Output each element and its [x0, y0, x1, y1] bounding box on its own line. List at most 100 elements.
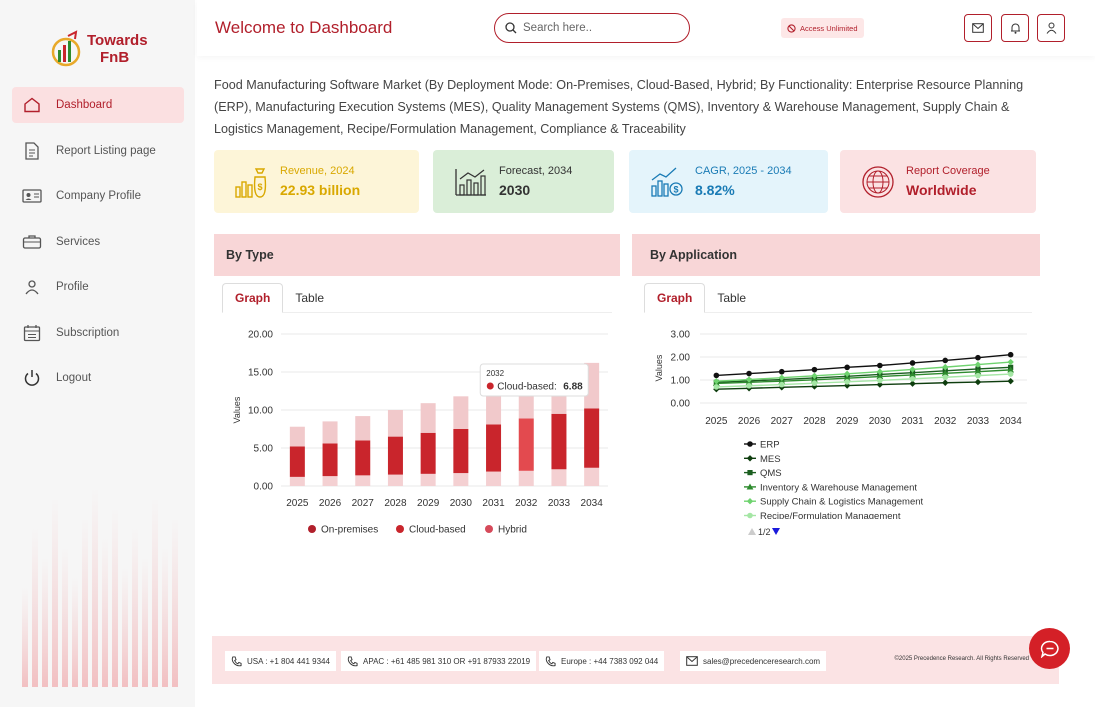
id-card-icon [22, 187, 42, 205]
tab-table[interactable]: Table [717, 291, 747, 305]
data-point [1007, 371, 1014, 377]
series-line [716, 380, 1011, 390]
x-tick-label: 2033 [967, 416, 990, 427]
footer-apac-phone[interactable]: APAC : +61 485 981 310 OR +91 87933 2201… [341, 651, 537, 671]
data-point [909, 360, 916, 366]
x-tick-label: 2026 [319, 498, 342, 509]
sidebar-item-company-profile[interactable]: Company Profile [12, 178, 184, 214]
report-title: Food Manufacturing Software Market (By D… [214, 78, 1024, 136]
legend-marker [485, 525, 493, 533]
data-point [844, 379, 850, 385]
by-application-line-chart: 0.00 1.00 2.00 3.00 Values 2025 2026 2027 2028 20… [654, 330, 1032, 537]
tooltip-value: 6.88 [563, 382, 583, 393]
data-point [778, 368, 785, 375]
data-point [713, 372, 720, 379]
growth-chart-icon: $ [647, 162, 687, 202]
tab-graph[interactable]: Graph [222, 283, 284, 313]
sidebar-item-profile[interactable]: Profile [12, 269, 184, 305]
brand-logo[interactable]: Towards FnB [50, 28, 150, 70]
sidebar-item-services[interactable]: Services [12, 224, 184, 260]
mail-button[interactable] [964, 14, 992, 42]
bar-segment [453, 473, 469, 486]
phone-icon [231, 655, 242, 666]
sidebar-item-subscription[interactable]: Subscription [12, 315, 184, 351]
briefcase-icon [22, 233, 42, 251]
sidebar-item-logout[interactable]: Logout [12, 360, 184, 396]
bar-segment [486, 424, 502, 472]
series-line [716, 373, 1011, 388]
bell-icon [1010, 23, 1020, 34]
y-tick-label: 20.00 [248, 330, 273, 341]
sidebar-item-dashboard[interactable]: Dashboard [12, 87, 184, 123]
footer-email[interactable]: sales@precedenceresearch.com [680, 651, 827, 671]
data-point [909, 376, 916, 382]
panel-title: By Application [632, 234, 1040, 276]
account-button[interactable] [1037, 14, 1065, 42]
x-tick-label: 2029 [836, 416, 859, 427]
data-point [746, 382, 752, 389]
data-point [1007, 366, 1015, 373]
data-point [843, 374, 851, 381]
legend-marker [747, 470, 753, 476]
bar-segment [518, 470, 534, 486]
data-point [811, 376, 818, 383]
search-box[interactable] [494, 13, 690, 43]
sidebar-nav: Dashboard Report Listing page Company Pr… [12, 87, 184, 406]
legend-label: Recipe/Formulation Management [760, 511, 901, 522]
chat-button[interactable] [1029, 628, 1070, 669]
bar-segment [420, 432, 436, 474]
stat-label: Revenue, 2024 [280, 165, 355, 177]
sidebar-item-label: Services [56, 235, 101, 248]
data-point [811, 380, 818, 387]
bar-chart-icon [451, 162, 491, 202]
bar-segment [322, 443, 338, 477]
data-point [941, 369, 949, 376]
legend-marker [747, 512, 753, 519]
notifications-button[interactable] [1001, 14, 1029, 42]
bar-segment [453, 429, 469, 474]
bar-segment [322, 476, 338, 486]
phone-icon [545, 655, 556, 666]
bar-segment [420, 473, 436, 486]
copyright: ©2025 Precedence Research. All Rights Re… [894, 656, 1030, 662]
legend-page-indicator: 1/2 [758, 527, 771, 537]
footer-us-label: USA : +1 804 441 9344 [247, 656, 330, 666]
sidebar: Towards FnB Dashboard Report Listing pag… [0, 0, 195, 707]
sidebar-item-report-listing[interactable]: Report Listing page [12, 133, 184, 169]
tab-bar: Graph Table [644, 283, 1032, 313]
search-input[interactable] [523, 22, 673, 34]
bar-segment [486, 388, 502, 425]
legend-marker [746, 455, 754, 462]
bar-segment [518, 418, 534, 471]
legend-label: Supply Chain & Logistics Management [760, 497, 924, 508]
x-tick-label: 2030 [869, 416, 892, 427]
bar-segment [453, 396, 469, 429]
tab-table[interactable]: Table [295, 291, 325, 305]
data-point [1007, 351, 1014, 358]
x-tick-label: 2032 [934, 416, 957, 427]
footer-europe-phone[interactable]: Europe : +44 7383 092 044 [539, 651, 665, 671]
footer-us-phone[interactable]: USA : +1 804 441 9344 [225, 651, 336, 671]
legend-marker [746, 498, 754, 505]
data-point [974, 368, 982, 375]
legend-clip [732, 519, 1032, 527]
sidebar-decoration [22, 487, 178, 687]
data-point [975, 372, 981, 379]
y-axis-label: Values [654, 354, 664, 381]
top-bar: Welcome to Dashboard Access Unlimited [197, 0, 1095, 56]
logo-text-fnb: FnB [100, 49, 130, 66]
footer: USA : +1 804 441 9344 APAC : +61 485 981… [212, 636, 1059, 684]
legend-label: QMS [760, 468, 782, 479]
data-point [778, 381, 785, 388]
y-tick-label: 10.00 [248, 406, 273, 417]
bar-segment [420, 403, 436, 433]
tab-graph[interactable]: Graph [644, 283, 706, 313]
y-tick-label: 3.00 [671, 330, 691, 341]
bar-segment [322, 421, 338, 444]
stat-card-revenue: $ Revenue, 2024 22.93 billion [214, 150, 419, 213]
sidebar-item-label: Logout [56, 372, 92, 384]
stat-label: CAGR, 2025 - 2034 [695, 165, 792, 177]
calendar-icon [22, 324, 42, 342]
user-icon [1046, 22, 1056, 34]
panel-by-application: By Application Graph Table 0.00 1.00 2.00 3… [632, 234, 1040, 546]
